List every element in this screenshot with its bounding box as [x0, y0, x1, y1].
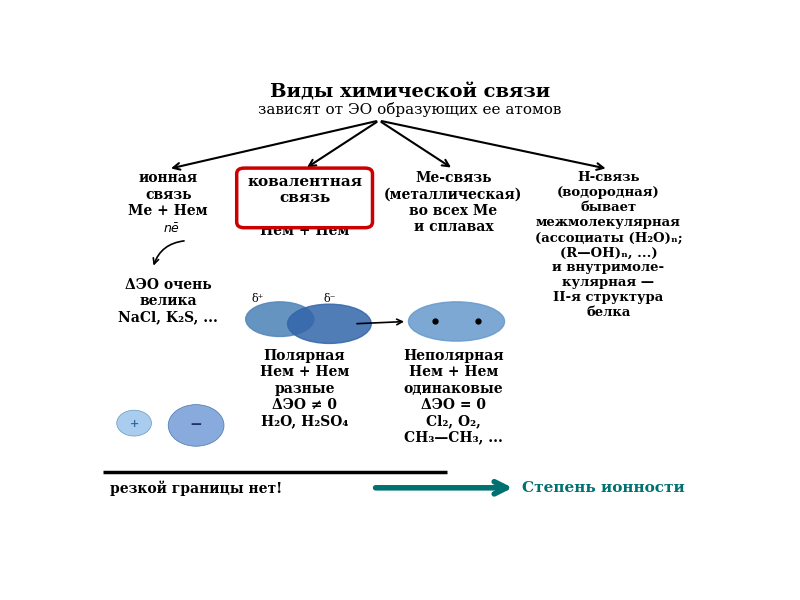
- Text: Полярная
Нем + Нем
разные
ΔЭО ≠ 0
H₂O, H₂SO₄: Полярная Нем + Нем разные ΔЭО ≠ 0 H₂O, H…: [260, 349, 350, 428]
- Text: Нем + Нем: Нем + Нем: [260, 224, 350, 238]
- Text: резкой границы нет!: резкой границы нет!: [110, 481, 282, 496]
- Text: зависят от ЭО образующих ее атомов: зависят от ЭО образующих ее атомов: [258, 102, 562, 117]
- Text: ионная
связь
Ме + Нем: ионная связь Ме + Нем: [128, 172, 208, 218]
- Text: −: −: [190, 418, 202, 433]
- Circle shape: [168, 404, 224, 446]
- Text: Ме-связь
(металлическая)
во всех Ме
и сплавах: Ме-связь (металлическая) во всех Ме и сп…: [384, 172, 522, 234]
- Ellipse shape: [246, 302, 314, 337]
- Ellipse shape: [409, 302, 505, 341]
- Text: ΔЭО очень
велика
NaCl, K₂S, ...: ΔЭО очень велика NaCl, K₂S, ...: [118, 278, 218, 324]
- Ellipse shape: [287, 304, 371, 343]
- Text: Степень ионности: Степень ионности: [522, 481, 684, 495]
- Text: Неполярная
Нем + Нем
одинаковые
ΔЭО = 0
Cl₂, O₂,
CH₃—CH₃, ...: Неполярная Нем + Нем одинаковые ΔЭО = 0 …: [403, 349, 504, 444]
- Text: $n\bar{e}$: $n\bar{e}$: [162, 223, 180, 236]
- Text: δ⁻: δ⁻: [323, 294, 336, 304]
- Text: +: +: [130, 418, 138, 428]
- Text: δ⁺: δ⁺: [252, 294, 264, 304]
- Text: Н-связь
(водородная)
бывает
межмолекулярная
(ассоциаты (H₂O)ₙ;
(R—OH)ₙ, ...)
и в: Н-связь (водородная) бывает межмолекуляр…: [534, 172, 682, 319]
- Circle shape: [117, 410, 151, 436]
- Text: ковалентная
связь: ковалентная связь: [247, 175, 362, 205]
- Text: Виды химической связи: Виды химической связи: [270, 83, 550, 101]
- FancyBboxPatch shape: [237, 168, 373, 227]
